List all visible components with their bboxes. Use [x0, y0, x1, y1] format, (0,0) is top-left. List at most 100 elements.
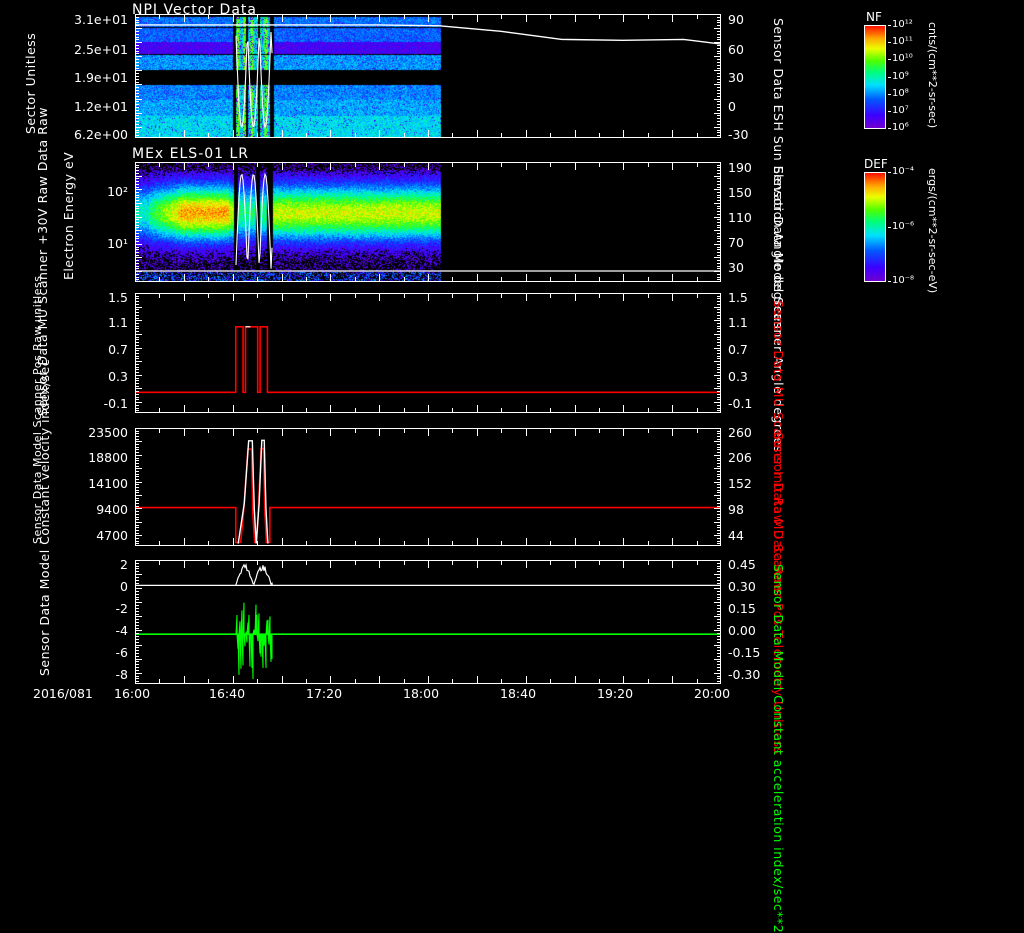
axis-tick — [714, 257, 720, 258]
axis-tick — [159, 15, 160, 19]
tick: 1.5 — [728, 290, 748, 305]
axis-tick — [717, 115, 720, 116]
tick: 1.5 — [108, 290, 128, 305]
axis-tick — [136, 645, 142, 646]
axis-tick — [330, 429, 331, 436]
colorbar-def[interactable] — [864, 172, 886, 282]
axis-tick — [136, 460, 139, 461]
axis-tick — [136, 31, 139, 32]
axis-tick — [136, 639, 139, 640]
axis-tick — [717, 594, 720, 595]
axis-tick — [697, 541, 698, 545]
axis-tick — [379, 130, 380, 137]
axis-tick — [714, 189, 720, 190]
colorbar-nf[interactable] — [864, 25, 886, 129]
axis-tick — [379, 676, 380, 683]
axis-tick — [717, 636, 720, 637]
axis-tick — [379, 294, 380, 301]
axis-tick — [136, 17, 139, 18]
axis-tick — [233, 274, 234, 281]
axis-tick — [575, 561, 576, 568]
axis-tick — [257, 408, 258, 412]
axis-tick — [599, 294, 600, 298]
axis-tick — [136, 342, 139, 343]
panel-4-frame[interactable] — [135, 428, 721, 546]
axis-tick — [136, 455, 142, 456]
axis-tick — [136, 508, 142, 509]
axis-tick — [428, 130, 429, 137]
axis-tick — [136, 399, 139, 400]
axis-tick — [717, 53, 720, 54]
axis-tick — [717, 263, 720, 264]
x-axis-labels: 2016/081 16:00 16:40 17:20 18:00 18:40 1… — [0, 686, 1024, 706]
axis-tick — [136, 444, 139, 445]
axis-tick — [714, 334, 720, 335]
panel-1-frame[interactable] — [135, 14, 721, 138]
axis-tick — [717, 611, 720, 612]
axis-tick — [136, 664, 139, 665]
axis-tick — [717, 447, 720, 448]
axis-tick — [501, 561, 502, 565]
axis-tick — [159, 133, 160, 137]
axis-tick — [136, 468, 142, 469]
colorbar-tick: 10⁹ — [892, 70, 909, 82]
axis-tick — [136, 241, 139, 242]
axis-tick — [355, 133, 356, 137]
axis-tick — [697, 429, 698, 433]
axis-tick — [208, 15, 209, 19]
axis-tick — [717, 309, 720, 310]
axis-tick — [136, 358, 139, 359]
tick: 1.1 — [108, 315, 128, 330]
axis-tick — [379, 561, 380, 568]
axis-tick — [717, 585, 720, 586]
axis-tick — [717, 571, 720, 572]
axis-tick — [717, 394, 720, 395]
axis-tick — [452, 294, 453, 298]
tick: 60 — [728, 42, 744, 57]
x-tick: 16:00 — [114, 686, 151, 701]
axis-tick — [714, 482, 720, 483]
axis-tick — [717, 260, 720, 261]
axis-tick — [184, 538, 185, 545]
axis-tick — [717, 266, 720, 267]
axis-tick — [526, 163, 527, 170]
axis-tick — [282, 561, 283, 568]
axis-tick — [136, 535, 142, 536]
axis-tick — [404, 133, 405, 137]
axis-tick — [717, 211, 720, 212]
axis-tick — [208, 408, 209, 412]
panel-5-frame[interactable] — [135, 560, 721, 684]
axis-tick — [717, 107, 720, 108]
axis-tick — [526, 130, 527, 137]
panel-3-frame[interactable] — [135, 293, 721, 413]
axis-tick — [648, 294, 649, 298]
axis-tick — [717, 318, 720, 319]
axis-tick — [717, 656, 720, 657]
axis-tick — [136, 227, 139, 228]
axis-tick — [136, 386, 139, 387]
axis-tick — [136, 566, 139, 567]
axis-tick — [717, 625, 720, 626]
axis-tick — [717, 647, 720, 648]
axis-tick — [714, 84, 720, 85]
axis-tick — [136, 522, 142, 523]
axis-tick — [208, 429, 209, 433]
axis-tick — [717, 676, 720, 677]
axis-tick — [550, 294, 551, 298]
axis-tick — [136, 667, 139, 668]
axis-tick — [717, 492, 720, 493]
tick: 110 — [728, 210, 752, 225]
axis-tick — [452, 277, 453, 281]
axis-tick — [717, 399, 720, 400]
panel-2-frame[interactable] — [135, 162, 721, 282]
axis-tick — [714, 574, 720, 575]
axis-tick — [717, 541, 720, 542]
axis-tick — [672, 676, 673, 683]
axis-tick — [306, 541, 307, 545]
axis-tick — [717, 391, 720, 392]
axis-tick — [623, 676, 624, 683]
tick: 0.45 — [728, 557, 756, 572]
axis-tick — [501, 679, 502, 683]
tick: -8 — [115, 667, 128, 682]
axis-tick — [717, 568, 720, 569]
